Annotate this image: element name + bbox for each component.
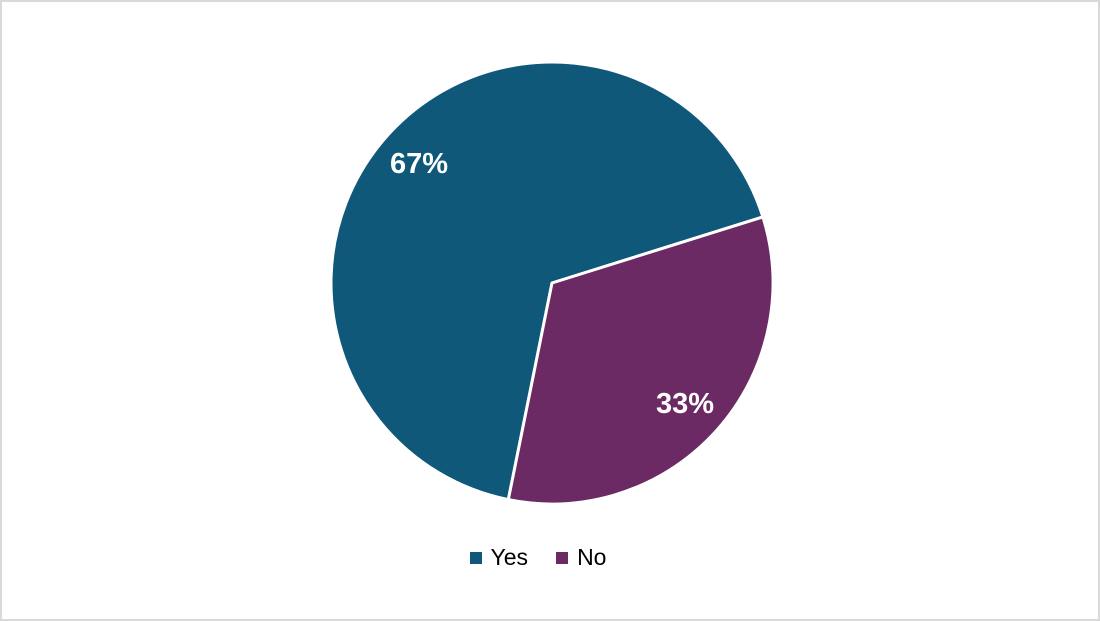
legend: Yes No xyxy=(2,546,1074,569)
pie-slice-no xyxy=(506,215,775,506)
slice-label-no: 33% xyxy=(656,388,714,420)
legend-swatch-no xyxy=(556,551,569,564)
slice-label-yes: 67% xyxy=(390,148,448,180)
legend-item-yes: Yes xyxy=(469,544,529,570)
legend-label-no: No xyxy=(577,544,607,570)
legend-swatch-yes xyxy=(469,551,482,564)
legend-label-yes: Yes xyxy=(490,544,529,570)
pie-slice-yes xyxy=(329,60,765,502)
legend-item-no: No xyxy=(556,546,606,569)
